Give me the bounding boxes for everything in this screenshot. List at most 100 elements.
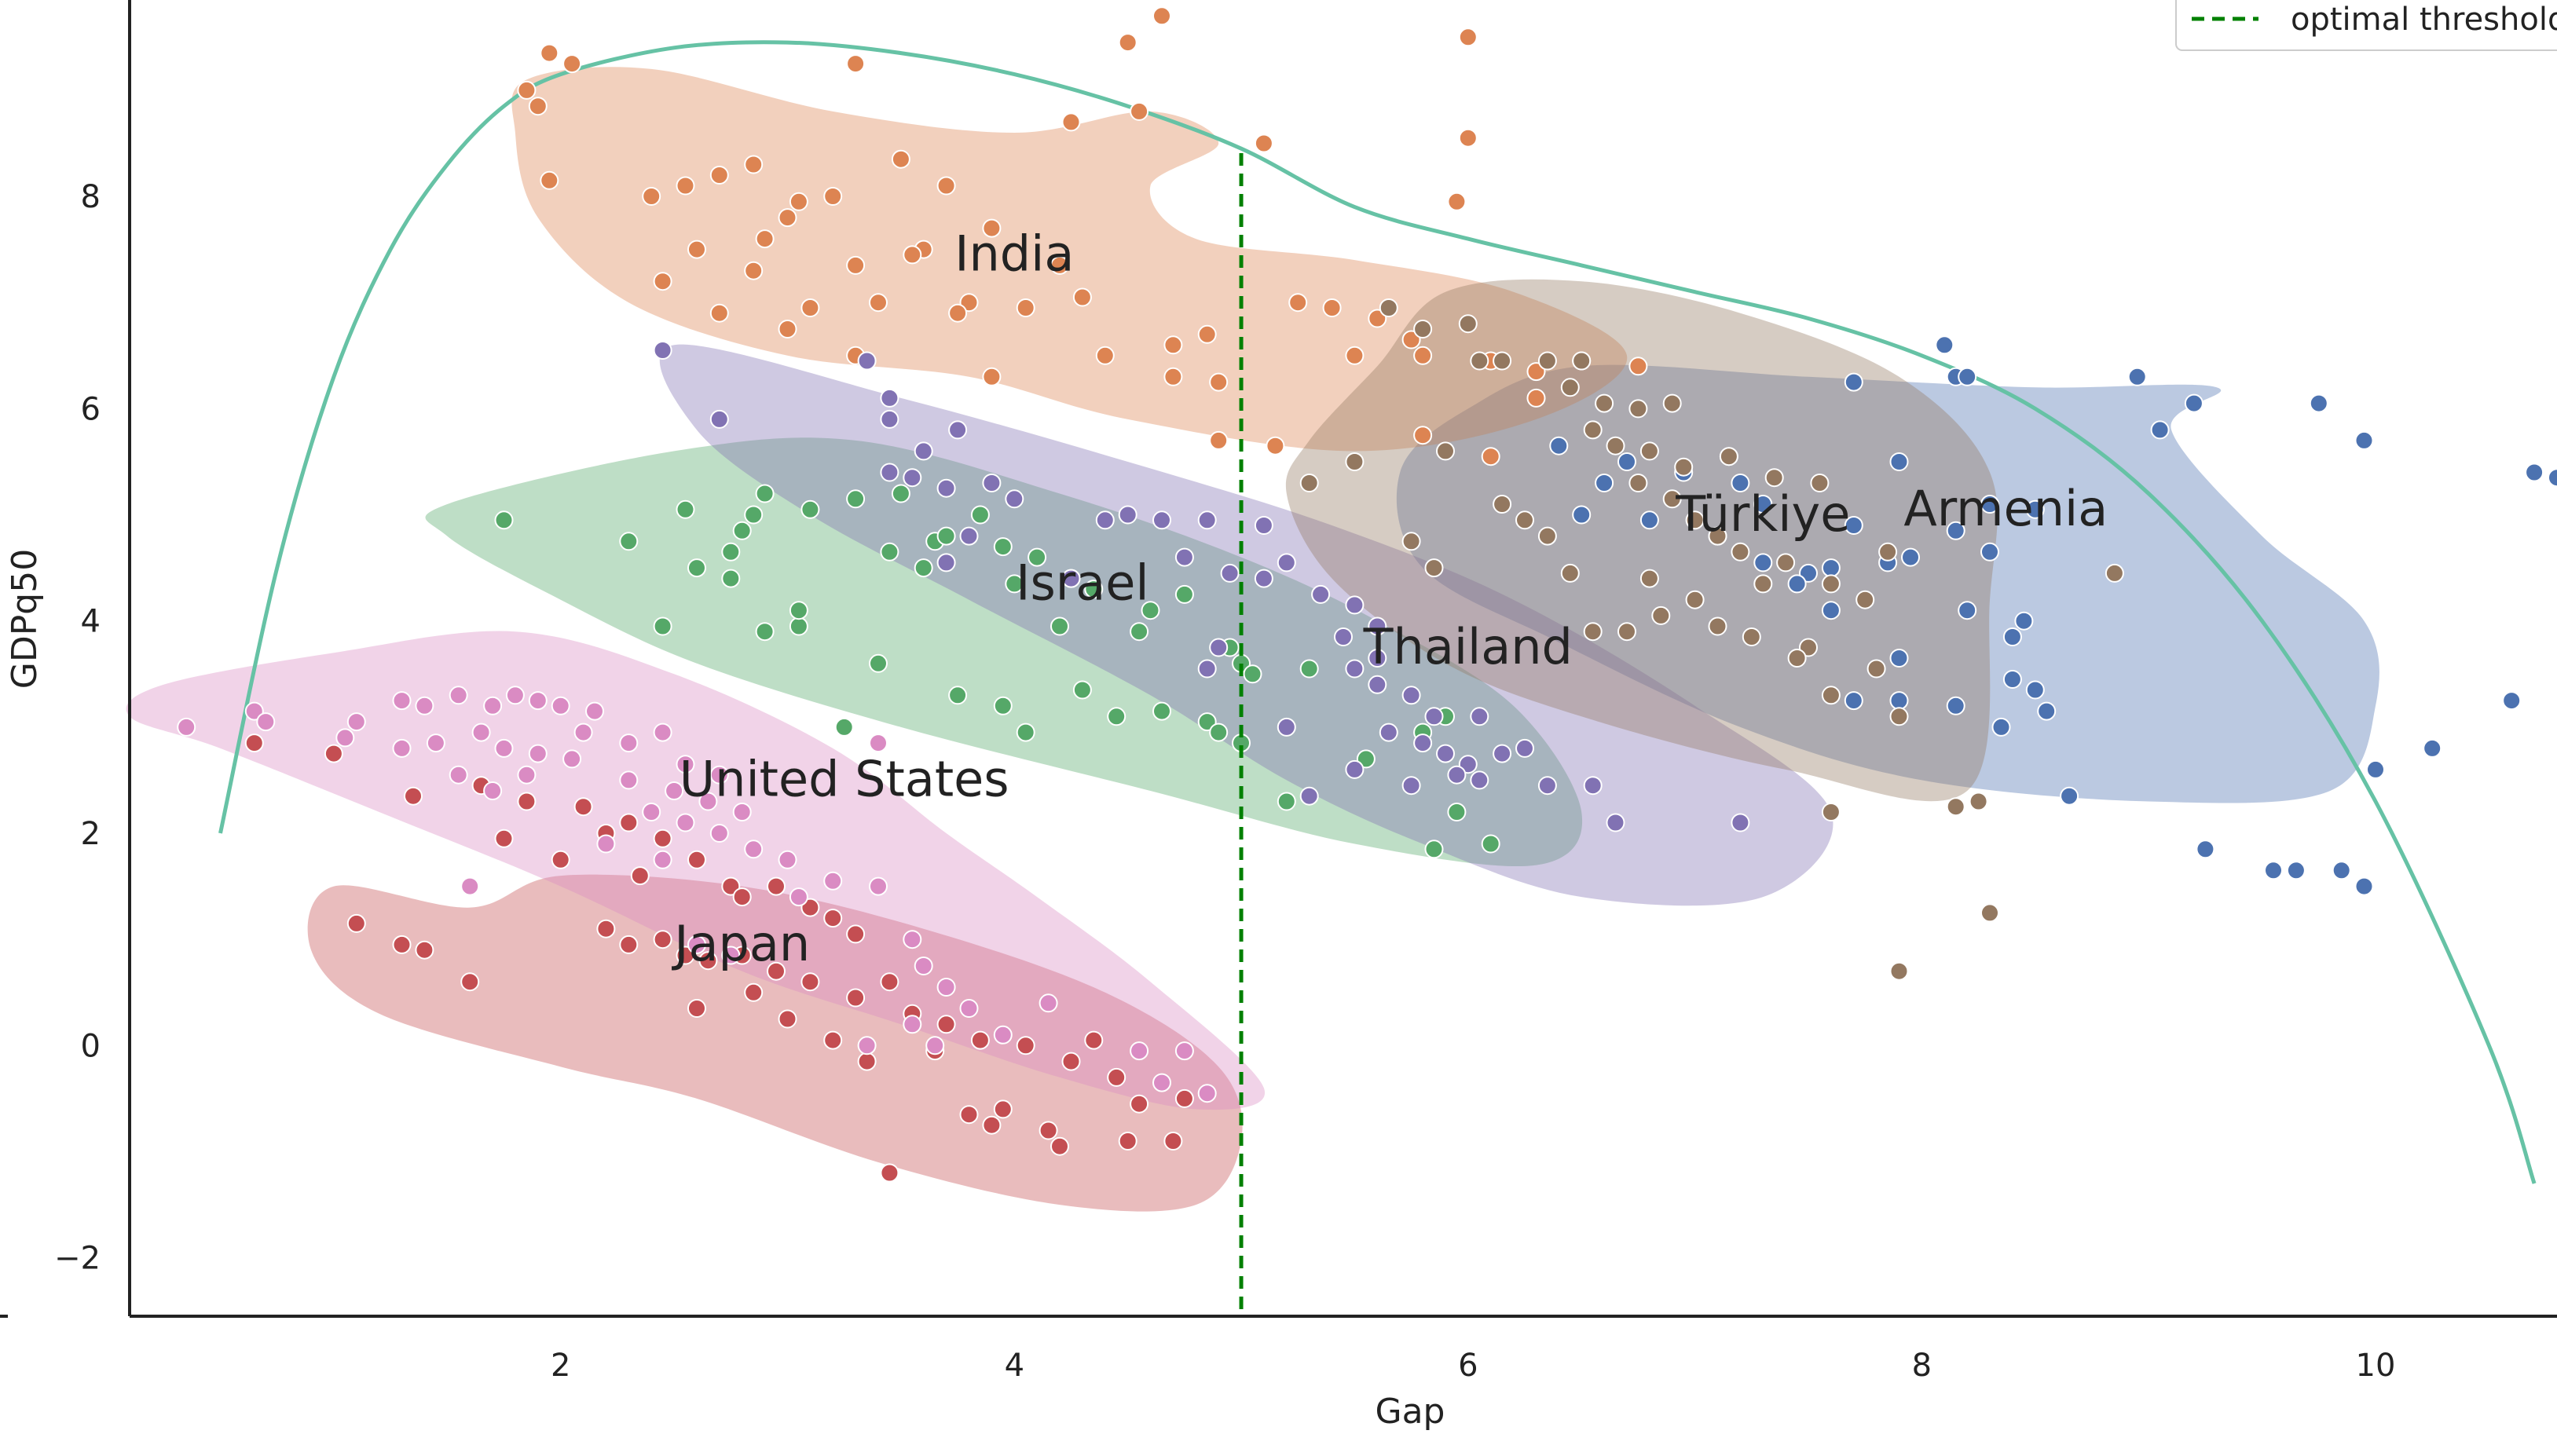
point-thailand: [1345, 759, 1365, 779]
point-thailand: [1197, 510, 1217, 530]
point-armenia: [2354, 876, 2374, 896]
legend: optimal threshold: [2175, 0, 2557, 51]
point-armenia: [1901, 547, 1920, 567]
point-india: [687, 240, 706, 259]
point-armenia: [1991, 717, 2011, 737]
point-united-states: [653, 723, 672, 742]
point-israel: [1005, 574, 1024, 594]
point-india: [1288, 293, 1308, 313]
point-japan: [800, 898, 820, 917]
legend-label-threshold: optimal threshold: [2291, 2, 2557, 38]
point-united-states: [528, 691, 548, 711]
point-israel: [891, 484, 910, 503]
cluster-label-t-rkiye: Türkiye: [1675, 485, 1850, 543]
point-united-states: [732, 803, 752, 821]
point-thailand: [1118, 505, 1137, 525]
point-india: [1095, 346, 1115, 365]
point-thailand: [1379, 723, 1398, 742]
point-t-rkiye: [1674, 457, 1694, 477]
point-thailand: [982, 474, 1002, 492]
axes: [0, 0, 2557, 1318]
point-armenia: [1844, 372, 1863, 392]
point-thailand: [1413, 733, 1433, 753]
point-japan: [982, 1115, 1002, 1135]
cluster-label-armenia: Armenia: [1903, 480, 2108, 537]
point-india: [528, 97, 548, 116]
point-thailand: [653, 341, 672, 360]
point-thailand: [936, 478, 956, 498]
point-israel: [1130, 622, 1149, 642]
point-japan: [1084, 1030, 1104, 1050]
point-t-rkiye: [1583, 420, 1603, 440]
point-india: [1526, 388, 1546, 408]
point-india: [1458, 128, 1478, 148]
point-japan: [1050, 1136, 1069, 1156]
point-thailand: [1401, 776, 1421, 796]
point-japan: [778, 1009, 797, 1029]
point-thailand: [1311, 584, 1331, 604]
point-united-states: [698, 792, 718, 811]
point-india: [1163, 367, 1183, 386]
density-region-armenia: [1396, 364, 2379, 803]
point-japan: [970, 1030, 990, 1050]
point-t-rkiye: [1560, 378, 1580, 397]
point-india: [709, 166, 729, 185]
density-region-t-rkiye: [1285, 279, 1998, 802]
x-tick-label: 2: [551, 1348, 570, 1384]
point-united-states: [494, 738, 514, 758]
point-t-rkiye: [1855, 590, 1875, 609]
point-israel: [1028, 547, 1047, 567]
point-japan: [1118, 1132, 1137, 1151]
point-japan: [517, 792, 537, 811]
point-japan: [698, 951, 718, 971]
point-united-states: [993, 1025, 1013, 1044]
point-armenia: [1821, 558, 1841, 578]
point-united-states: [449, 765, 468, 785]
point-armenia: [2354, 430, 2374, 450]
point-israel: [834, 717, 854, 737]
point-india: [562, 54, 582, 74]
point-thailand: [1493, 744, 1512, 763]
point-india: [1163, 335, 1183, 355]
point-t-rkiye: [1946, 797, 1965, 817]
point-united-states: [744, 840, 764, 859]
point-india: [653, 272, 672, 291]
point-thailand: [1436, 744, 1455, 763]
point-thailand: [1515, 738, 1534, 758]
point-armenia: [1572, 505, 1592, 525]
point-armenia: [2037, 701, 2057, 721]
point-israel: [993, 537, 1013, 557]
point-india: [982, 218, 1002, 238]
point-japan: [630, 866, 650, 886]
point-t-rkiye: [1708, 616, 1727, 636]
point-t-rkiye: [1639, 441, 1659, 461]
y-tick-label: 6: [81, 391, 101, 427]
point-israel: [732, 521, 752, 540]
point-armenia: [2002, 627, 2022, 646]
point-armenia: [1844, 691, 1863, 711]
point-india: [1368, 309, 1387, 328]
point-japan: [676, 946, 695, 965]
point-united-states: [562, 749, 582, 769]
point-thailand: [1152, 510, 1171, 530]
point-thailand: [936, 553, 956, 573]
point-t-rkiye: [1628, 474, 1648, 492]
point-united-states: [1039, 993, 1058, 1013]
point-thailand: [1005, 489, 1024, 509]
point-india: [1209, 372, 1229, 392]
point-india: [1628, 357, 1648, 376]
point-united-states: [721, 946, 741, 965]
point-japan: [823, 909, 843, 928]
point-t-rkiye: [1560, 563, 1580, 583]
scatter-points: [177, 6, 2557, 1183]
point-japan: [1039, 1121, 1058, 1140]
x-axis-title: Gap: [1376, 1392, 1445, 1432]
point-japan: [687, 999, 706, 1018]
point-thailand: [1209, 638, 1229, 657]
point-israel: [1299, 659, 1319, 679]
point-t-rkiye: [1345, 452, 1365, 471]
point-thailand: [959, 526, 979, 546]
point-israel: [1481, 834, 1500, 854]
point-japan: [619, 813, 639, 832]
point-armenia: [1753, 553, 1773, 573]
